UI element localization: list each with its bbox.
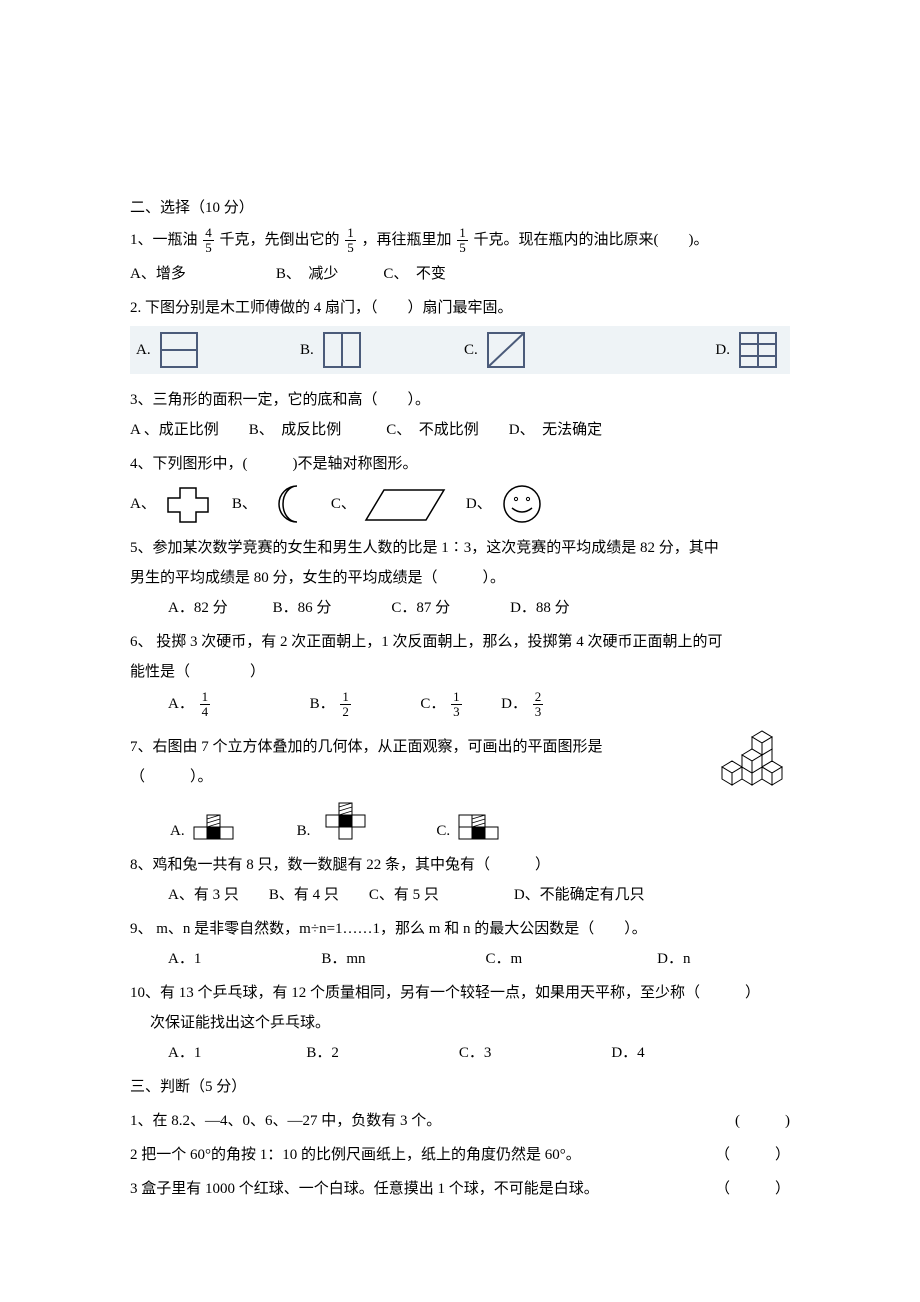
q1-stem-d: 千克。现在瓶内的油比原来( )。: [474, 232, 709, 248]
q6-b-label: B．: [310, 692, 335, 716]
q10-options: A．1 B．2 C．3 D．4: [130, 1041, 790, 1065]
q10-stem1: 10、有 13 个乒乓球，有 12 个质量相同，另有一个较轻一点，如果用天平称，…: [130, 981, 790, 1005]
q7-opt-c-icon: [456, 813, 502, 843]
q6-options: A． 14 B． 12 C． 13 D． 23: [130, 690, 790, 720]
q8-options: A、有 3 只 B、有 4 只 C、有 5 只 D、不能确定有几只: [130, 883, 790, 907]
exam-page: 二、选择（10 分） 1、一瓶油 45 千克，先倒出它的 15 ，再往瓶里加 1…: [0, 0, 920, 1302]
q6-frac-a: 14: [200, 690, 211, 720]
j3-paren: （ ）: [715, 1177, 790, 1201]
q2-opt-d-label: D.: [715, 338, 730, 362]
j3-text: 3 盒子里有 1000 个红球、一个白球。任意摸出 1 个球，不可能是白球。: [130, 1177, 599, 1201]
door-c-icon: [484, 330, 528, 370]
section3-title: 三、判断（5 分）: [130, 1075, 790, 1099]
door-d-icon: [736, 330, 780, 370]
q6-stem2: 能性是（ ）: [130, 660, 790, 684]
q4-options-row: A、 B、 C、 D、: [130, 482, 790, 526]
q6-frac-b: 12: [340, 690, 351, 720]
q7-row: 7、右图由 7 个立方体叠加的几何体，从正面观察，可画出的平面图形是 （ ）。: [130, 729, 790, 795]
q4-stem: 4、下列图形中，( )不是轴对称图形。: [130, 452, 790, 476]
j1: 1、在 8.2、―4、0、6、―27 中，负数有 3 个。 ( ): [130, 1109, 790, 1133]
q7-opt-c-label: C.: [436, 819, 450, 843]
plus-shape-icon: [162, 482, 214, 526]
q2-opt-c-label: C.: [464, 338, 478, 362]
q2-opt-a-label: A.: [136, 338, 151, 362]
j3: 3 盒子里有 1000 个红球、一个白球。任意摸出 1 个球，不可能是白球。 （…: [130, 1177, 790, 1201]
q10-stem2: 次保证能找出这个乒乓球。: [130, 1011, 790, 1035]
q9-options: A．1 B．mn C．m D．n: [130, 947, 790, 971]
q8-stem: 8、鸡和兔一共有 8 只，数一数腿有 22 条，其中兔有（ ）: [130, 853, 790, 877]
q1-stem-a: 1、一瓶油: [130, 232, 198, 248]
q5-stem2: 男生的平均成绩是 80 分，女生的平均成绩是（ ）。: [130, 566, 790, 590]
q1-stem-c: ，再往瓶里加: [362, 232, 452, 248]
q3-stem: 3、三角形的面积一定，它的底和高（ ）。: [130, 388, 790, 412]
q7-opt-b-label: B.: [297, 819, 311, 843]
q6-d-label: D．: [501, 692, 527, 716]
q6-a-label: A．: [168, 692, 194, 716]
q3-options: A 、成正比例 B、 成反比例 C、 不成比例 D、 无法确定: [130, 418, 790, 442]
q1: 1、一瓶油 45 千克，先倒出它的 15 ，再往瓶里加 15 千克。现在瓶内的油…: [130, 226, 790, 256]
q4-opt-b-label: B、: [232, 492, 257, 516]
j1-paren: ( ): [735, 1109, 790, 1133]
crescent-icon: [263, 482, 313, 526]
q7-stem1: 7、右图由 7 个立方体叠加的几何体，从正面观察，可画出的平面图形是: [130, 735, 710, 759]
q1-options: A、增多 B、 减少 C、 不变: [130, 262, 790, 286]
parallelogram-icon: [362, 482, 448, 526]
q7-options: A. B.: [170, 801, 790, 843]
door-a-icon: [157, 330, 201, 370]
j1-text: 1、在 8.2、―4、0、6、―27 中，负数有 3 个。: [130, 1109, 441, 1133]
q2-door-row: A. B. C. D.: [130, 326, 790, 374]
j2-text: 2 把一个 60°的角按 1：10 的比例尺画纸上，纸上的角度仍然是 60°。: [130, 1143, 581, 1167]
q5-stem1: 5、参加某次数学竞赛的女生和男生人数的比是 1∶3，这次竞赛的平均成绩是 82 …: [130, 536, 790, 560]
j2-paren: （ ）: [715, 1143, 790, 1167]
section2-title: 二、选择（10 分）: [130, 196, 790, 220]
j2: 2 把一个 60°的角按 1：10 的比例尺画纸上，纸上的角度仍然是 60°。 …: [130, 1143, 790, 1167]
q4-opt-c-label: C、: [331, 492, 356, 516]
q1-frac1: 45: [203, 226, 214, 256]
q9-stem: 9、 m、n 是非零自然数，m÷n=1……1，那么 m 和 n 的最大公因数是（…: [130, 917, 790, 941]
q6-stem1: 6、 投掷 3 次硬币，有 2 次正面朝上，1 次反面朝上，那么，投掷第 4 次…: [130, 630, 790, 654]
q2-stem: 2. 下图分别是木工师傅做的 4 扇门，（ ）扇门最牢固。: [130, 296, 790, 320]
q7-stem2: （ ）。: [130, 765, 710, 789]
q6-c-label: C．: [420, 692, 445, 716]
q7-opt-a-icon: [191, 813, 237, 843]
q7-opt-b-icon: [316, 801, 376, 843]
cube-stack-icon: [710, 729, 790, 793]
smiley-icon: [498, 482, 546, 526]
q4-opt-a-label: A、: [130, 492, 156, 516]
q1-frac3: 15: [457, 226, 468, 256]
q1-frac2: 15: [345, 226, 356, 256]
q6-frac-d: 23: [533, 690, 544, 720]
door-b-icon: [320, 330, 364, 370]
q2-opt-b-label: B.: [300, 338, 314, 362]
q5-options: A．82 分 B．86 分 C．87 分 D．88 分: [130, 596, 790, 620]
q7-opt-a-label: A.: [170, 819, 185, 843]
q1-stem-b: 千克，先倒出它的: [220, 232, 340, 248]
q6-frac-c: 13: [451, 690, 462, 720]
q4-opt-d-label: D、: [466, 492, 492, 516]
